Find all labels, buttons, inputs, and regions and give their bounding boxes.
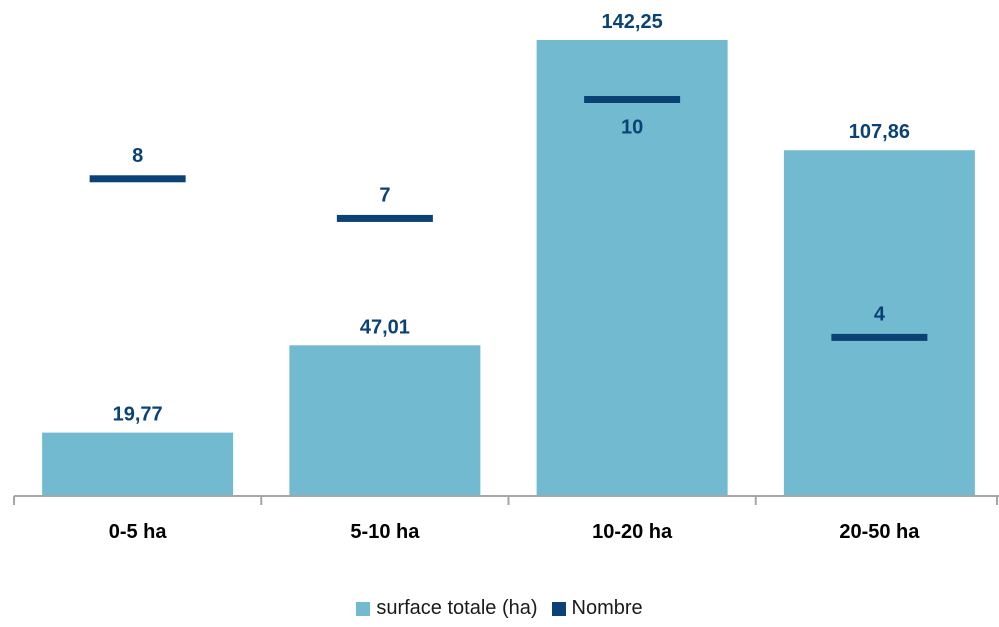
x-tick-label: 10-20 ha	[592, 521, 673, 543]
bar-surface-10-20ha	[536, 40, 728, 496]
bar-value-label: 19,77	[113, 404, 163, 426]
nombre-value-label: 8	[132, 145, 143, 167]
nombre-value-label: 7	[379, 184, 390, 206]
legend-item-nombre: Nombre	[551, 597, 643, 620]
x-tick-labels: 0-5 ha 5-10 ha 10-20 ha 20-50 ha	[109, 521, 921, 543]
legend-swatch-surface	[356, 601, 371, 616]
bar-value-label: 47,01	[360, 316, 410, 338]
legend: surface totale (ha) Nombre	[0, 597, 999, 620]
nombre-marker-0-5ha	[89, 175, 186, 183]
x-tick-label: 5-10 ha	[350, 521, 420, 543]
legend-swatch-nombre	[551, 601, 566, 616]
bar-value-label: 107,86	[849, 121, 910, 143]
nombre-marker-10-20ha	[584, 95, 681, 103]
legend-item-surface: surface totale (ha)	[356, 597, 538, 620]
data-labels-layer: 19,77 8 47,01 7 142,25 10 107,86 4	[113, 11, 910, 426]
x-tick-label: 20-50 ha	[839, 521, 920, 543]
nombre-markers-layer	[89, 95, 928, 341]
bar-surface-5-10ha	[289, 345, 481, 496]
nombre-marker-5-10ha	[336, 214, 433, 222]
nombre-value-label: 4	[874, 303, 886, 325]
nombre-marker-20-50ha	[831, 333, 928, 341]
bar-value-label: 142,25	[602, 11, 663, 33]
x-axis	[13, 495, 999, 505]
bars-layer	[42, 40, 975, 497]
nombre-value-label: 10	[621, 116, 643, 138]
legend-label-surface: surface totale (ha)	[376, 597, 538, 619]
legend-label-nombre: Nombre	[571, 597, 643, 619]
bar-surface-0-5ha	[42, 432, 234, 496]
bar-surface-20-50ha	[783, 150, 975, 497]
x-tick-label: 0-5 ha	[109, 521, 168, 543]
